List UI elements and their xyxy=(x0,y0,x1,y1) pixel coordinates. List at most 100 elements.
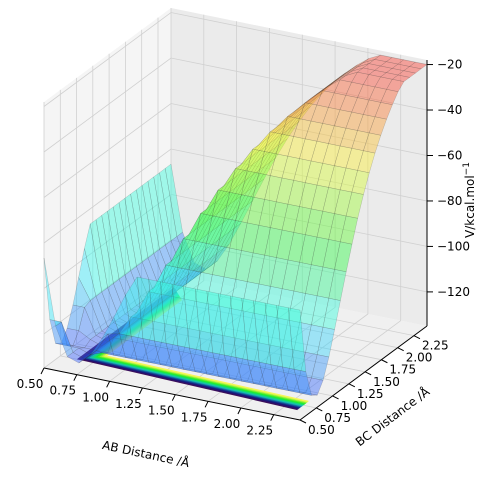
surface-patch xyxy=(293,158,312,183)
surface-patch xyxy=(200,303,219,334)
surface-patch xyxy=(199,260,218,274)
surface-patch xyxy=(159,244,178,281)
surface-patch xyxy=(200,226,218,254)
surface-patch xyxy=(247,252,265,285)
surface-patch xyxy=(258,131,277,152)
surface-patch xyxy=(270,317,289,348)
surface-patch xyxy=(217,217,236,249)
surface-patch xyxy=(136,287,155,313)
z-tick-label: −80 xyxy=(437,194,462,208)
surface-patch xyxy=(327,72,346,87)
grid-line-z xyxy=(43,193,428,289)
surface-patch xyxy=(229,168,248,195)
surface-patch xyxy=(246,148,265,174)
contour-line xyxy=(91,293,304,406)
surface-patch xyxy=(206,185,225,210)
surface-patch xyxy=(194,217,213,244)
surface-patch xyxy=(165,278,184,300)
surface-patch xyxy=(177,229,195,257)
surface-patch xyxy=(148,279,167,344)
surface-patch xyxy=(78,347,97,355)
grid-line-y xyxy=(141,295,398,349)
surface-patch xyxy=(223,164,242,186)
surface-patch xyxy=(183,225,201,253)
surface-patch xyxy=(159,256,178,284)
surface-patch xyxy=(345,62,364,74)
z-axis-label: V/kcal.mol−1 xyxy=(462,162,477,238)
surface-patch xyxy=(328,165,347,191)
surface-patch xyxy=(194,264,212,278)
surface-patch xyxy=(374,102,393,120)
surface-patch xyxy=(223,195,242,223)
surface-patch xyxy=(397,70,416,78)
grid-line-z xyxy=(43,57,428,153)
surface-patch xyxy=(316,210,335,240)
surface-patch xyxy=(362,63,381,71)
surface-patch xyxy=(316,81,335,96)
surface-patch xyxy=(264,175,283,203)
surface-patch xyxy=(124,309,143,321)
surface-patch xyxy=(264,344,283,372)
y-tick-mark xyxy=(413,335,421,340)
surface-patch xyxy=(148,361,167,365)
surface-patch xyxy=(380,89,399,105)
x-tick-mark xyxy=(106,381,111,388)
surface-patch xyxy=(316,123,335,144)
surface-patch xyxy=(89,219,108,293)
x-tick-mark xyxy=(73,374,78,381)
surface-patch xyxy=(160,364,178,368)
surface-patch xyxy=(95,291,114,328)
surface-patch xyxy=(159,168,178,242)
surface-patch xyxy=(270,153,289,179)
surface-patch xyxy=(78,350,97,364)
surface-patch xyxy=(322,143,341,166)
surface-patch xyxy=(171,267,190,300)
contour-line xyxy=(87,291,302,407)
contour-line xyxy=(99,297,307,404)
surface-patch xyxy=(177,298,196,329)
grid-line-x xyxy=(175,34,303,396)
surface-patch xyxy=(188,261,207,283)
surface-patch xyxy=(270,257,289,289)
surface-patch xyxy=(142,291,161,322)
surface-patch xyxy=(142,344,161,363)
surface-patch xyxy=(224,354,242,382)
surface-patch xyxy=(141,257,160,293)
surface-patch xyxy=(206,274,225,307)
surface-patch xyxy=(124,270,143,306)
surface-patch xyxy=(241,298,260,363)
surface-patch xyxy=(194,330,213,357)
surface-patch xyxy=(258,368,277,386)
surface-patch xyxy=(119,312,137,334)
surface-patch xyxy=(299,93,317,108)
y-tick-mark xyxy=(348,383,356,388)
surface-patch xyxy=(252,172,271,200)
y-tick-mark xyxy=(364,371,372,376)
surface-patch xyxy=(119,333,138,361)
surface-patch xyxy=(154,346,173,365)
y-tick-label: 0.75 xyxy=(324,411,351,425)
surface-patch xyxy=(345,148,364,171)
surface-patch xyxy=(275,119,294,139)
surface-patch xyxy=(212,181,230,206)
surface-patch xyxy=(49,319,68,346)
y-axis-ticks: 0.500.751.001.251.501.752.002.25 xyxy=(299,335,449,437)
surface-patch xyxy=(287,102,306,119)
surface-patch xyxy=(258,199,277,228)
surface-patch xyxy=(188,300,207,332)
surface-patch xyxy=(206,222,224,250)
y-tick-label: 2.00 xyxy=(406,351,433,365)
surface-patch xyxy=(153,172,172,246)
surface-patch xyxy=(118,274,137,310)
surface-patch xyxy=(281,121,300,144)
surface-patch xyxy=(281,259,300,292)
grid-line-y xyxy=(76,343,333,397)
surface-patch xyxy=(275,114,294,133)
surface-patch xyxy=(90,349,108,355)
surface-patch xyxy=(177,238,196,271)
surface-patch xyxy=(235,148,254,172)
surface-patch xyxy=(118,197,137,272)
surface-patch xyxy=(205,236,224,262)
surface-patch xyxy=(229,279,248,311)
surface-patch xyxy=(159,264,178,297)
